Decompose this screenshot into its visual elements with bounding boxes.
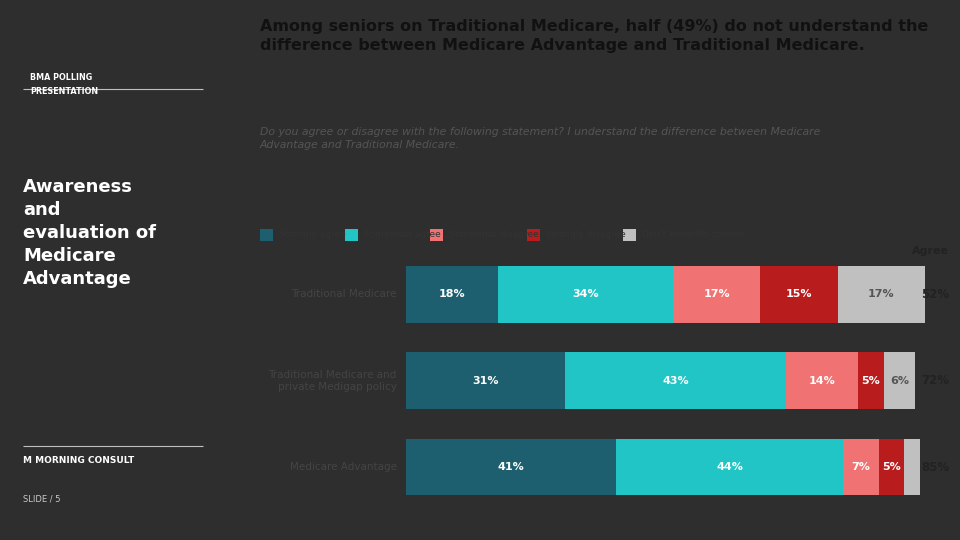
Text: 44%: 44% <box>716 462 743 472</box>
Bar <box>405 353 564 409</box>
Bar <box>837 266 925 322</box>
Text: 6%: 6% <box>890 376 909 386</box>
Text: 7%: 7% <box>852 462 870 472</box>
Bar <box>858 353 884 409</box>
Text: 72%: 72% <box>921 374 949 387</box>
Text: 17%: 17% <box>704 289 730 299</box>
Text: 17%: 17% <box>868 289 895 299</box>
Text: 14%: 14% <box>808 376 835 386</box>
Text: 5%: 5% <box>862 376 880 386</box>
Text: 31%: 31% <box>472 376 498 386</box>
Text: 52%: 52% <box>921 288 949 301</box>
Bar <box>259 229 273 241</box>
Bar <box>904 438 920 496</box>
Bar <box>760 266 837 322</box>
Text: Don't know/No opinion: Don't know/No opinion <box>642 231 745 239</box>
Bar <box>564 353 786 409</box>
Text: 34%: 34% <box>572 289 599 299</box>
Text: Strongly disagree: Strongly disagree <box>545 231 625 239</box>
Text: Traditional Medicare and
private Medigap policy: Traditional Medicare and private Medigap… <box>269 370 396 392</box>
Bar <box>884 353 915 409</box>
Bar <box>345 229 358 241</box>
Text: Somewhat disagree: Somewhat disagree <box>449 231 539 239</box>
Text: 41%: 41% <box>497 462 524 472</box>
Text: Medicare Advantage: Medicare Advantage <box>290 462 396 472</box>
Text: Do you agree or disagree with the following statement? I understand the differen: Do you agree or disagree with the follow… <box>259 127 820 150</box>
Bar <box>405 266 498 322</box>
Text: SLIDE / 5: SLIDE / 5 <box>23 494 60 503</box>
Text: Awareness
and
evaluation of
Medicare
Advantage: Awareness and evaluation of Medicare Adv… <box>23 178 156 288</box>
Text: Among seniors on Traditional Medicare, half (49%) do not understand the
differen: Among seniors on Traditional Medicare, h… <box>259 19 928 53</box>
Text: Traditional Medicare: Traditional Medicare <box>292 289 396 299</box>
Bar <box>616 438 843 496</box>
Bar <box>430 229 444 241</box>
Text: 15%: 15% <box>785 289 812 299</box>
Text: BMA POLLING
PRESENTATION: BMA POLLING PRESENTATION <box>30 73 98 96</box>
Bar <box>623 229 636 241</box>
Bar <box>405 438 616 496</box>
Bar <box>498 266 673 322</box>
Text: Strongly agree: Strongly agree <box>278 231 346 239</box>
Bar <box>786 353 858 409</box>
Text: Agree: Agree <box>912 246 949 256</box>
Text: 43%: 43% <box>662 376 689 386</box>
Bar <box>843 438 878 496</box>
Text: 18%: 18% <box>439 289 465 299</box>
Text: M MORNING CONSULT: M MORNING CONSULT <box>23 456 134 465</box>
Bar <box>673 266 760 322</box>
Text: 5%: 5% <box>882 462 900 472</box>
Bar <box>527 229 540 241</box>
Bar <box>878 438 904 496</box>
Text: 85%: 85% <box>921 461 949 474</box>
Text: Somewhat agree: Somewhat agree <box>364 231 441 239</box>
